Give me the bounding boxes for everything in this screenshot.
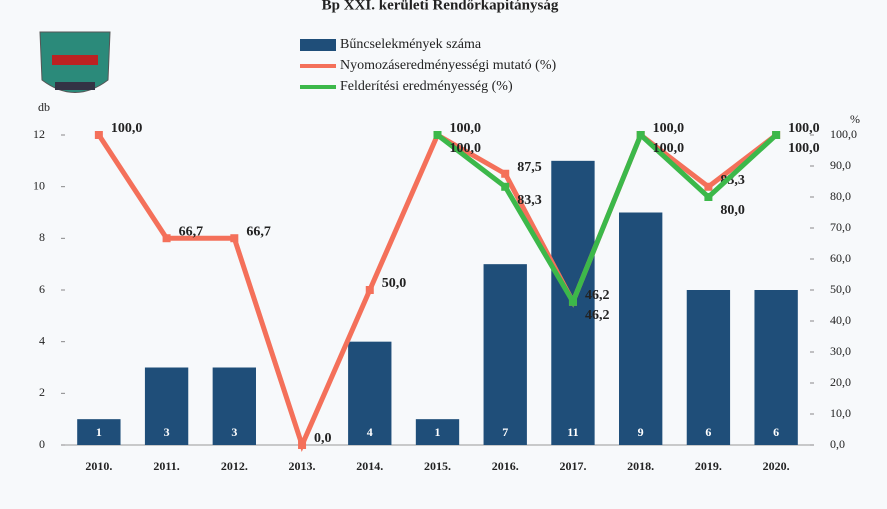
value-label: 46,2 [585, 308, 610, 323]
value-label: 83,3 [720, 173, 745, 188]
value-label: 66,7 [246, 224, 271, 239]
x-tick-label: 2020. [763, 459, 790, 473]
y2-tick-label: 40,0 [830, 313, 851, 327]
bar [212, 367, 256, 445]
y-tick-label: 6 [39, 282, 45, 296]
marker [230, 234, 239, 243]
y2-tick-label: 70,0 [830, 220, 851, 234]
x-tick-label: 2017. [559, 459, 586, 473]
y2-tick-label: 60,0 [830, 251, 851, 265]
marker [772, 131, 781, 139]
marker [636, 131, 645, 139]
y2-tick-label: 20,0 [830, 375, 851, 389]
marker [704, 182, 713, 191]
marker [501, 169, 510, 178]
bar-value-label: 1 [96, 425, 102, 439]
bar-value-label: 6 [705, 425, 711, 439]
bar [348, 341, 392, 445]
x-tick-label: 2018. [627, 459, 654, 473]
y2-axis-label: % [850, 112, 860, 126]
value-label: 100,0 [788, 141, 820, 156]
x-tick-label: 2014. [356, 459, 383, 473]
value-label: 83,3 [517, 193, 542, 208]
x-tick-label: 2013. [289, 459, 316, 473]
bar-value-label: 1 [435, 425, 441, 439]
y2-tick-label: 90,0 [830, 158, 851, 172]
y-tick-label: 12 [33, 127, 45, 141]
y-tick-label: 10 [33, 178, 45, 192]
bar-value-label: 3 [164, 425, 170, 439]
value-label: 66,7 [179, 224, 204, 239]
x-tick-label: 2010. [85, 459, 112, 473]
x-tick-label: 2019. [695, 459, 722, 473]
value-label: 100,0 [450, 141, 482, 156]
y-tick-label: 8 [39, 230, 45, 244]
y2-tick-label: 30,0 [830, 344, 851, 358]
y2-tick-label: 80,0 [830, 189, 851, 203]
legend-label: Felderítési eredményesség (%) [340, 79, 513, 94]
x-tick-label: 2016. [492, 459, 519, 473]
marker [162, 234, 171, 243]
bar [144, 367, 189, 445]
bar-value-label: 7 [502, 425, 508, 439]
bar [77, 419, 121, 445]
marker [501, 182, 510, 191]
y2-tick-label: 0,0 [830, 437, 845, 451]
bar-value-label: 11 [567, 425, 578, 439]
value-label: 50,0 [382, 276, 407, 291]
x-tick-label: 2011. [153, 459, 179, 473]
bar-value-label: 9 [638, 425, 644, 439]
bar [483, 264, 527, 445]
marker [94, 131, 103, 139]
value-label: 100,0 [788, 121, 820, 136]
y-tick-label: 4 [39, 333, 45, 347]
bar [415, 419, 460, 445]
marker [568, 297, 577, 306]
legend-label: Bűncselekmények száma [340, 37, 482, 52]
bar-value-label: 3 [231, 425, 237, 439]
value-label: 46,2 [585, 288, 610, 303]
marker [298, 441, 307, 449]
logo [39, 31, 111, 93]
y2-tick-label: 10,0 [830, 406, 851, 420]
y-tick-label: 0 [39, 437, 45, 451]
marker [704, 193, 713, 201]
x-tick-label: 2012. [221, 459, 248, 473]
bar [754, 290, 798, 445]
x-tick-label: 2015. [424, 459, 451, 473]
legend-label: Nyomozáseredményességi mutató (%) [340, 58, 556, 73]
value-label: 100,0 [111, 121, 143, 136]
bar [619, 212, 663, 445]
bar [686, 290, 731, 445]
value-label: 100,0 [450, 121, 482, 136]
value-label: 87,5 [517, 160, 542, 175]
line [435, 130, 778, 308]
value-label: 80,0 [720, 203, 745, 218]
value-label: 100,0 [653, 141, 685, 156]
y2-tick-label: 100,0 [830, 127, 857, 141]
chart-title: Bp XXI. kerületi Rendőrkapitányság [322, 0, 559, 13]
y-axis-label: db [38, 100, 50, 114]
y2-tick-label: 50,0 [830, 282, 851, 296]
y-tick-label: 2 [39, 385, 45, 399]
bar-value-label: 4 [367, 425, 373, 439]
bar-value-label: 6 [773, 425, 779, 439]
marker [365, 286, 374, 294]
marker [433, 131, 442, 139]
value-label: 0,0 [314, 431, 332, 446]
legend-swatch [300, 39, 336, 51]
value-label: 100,0 [653, 121, 685, 136]
